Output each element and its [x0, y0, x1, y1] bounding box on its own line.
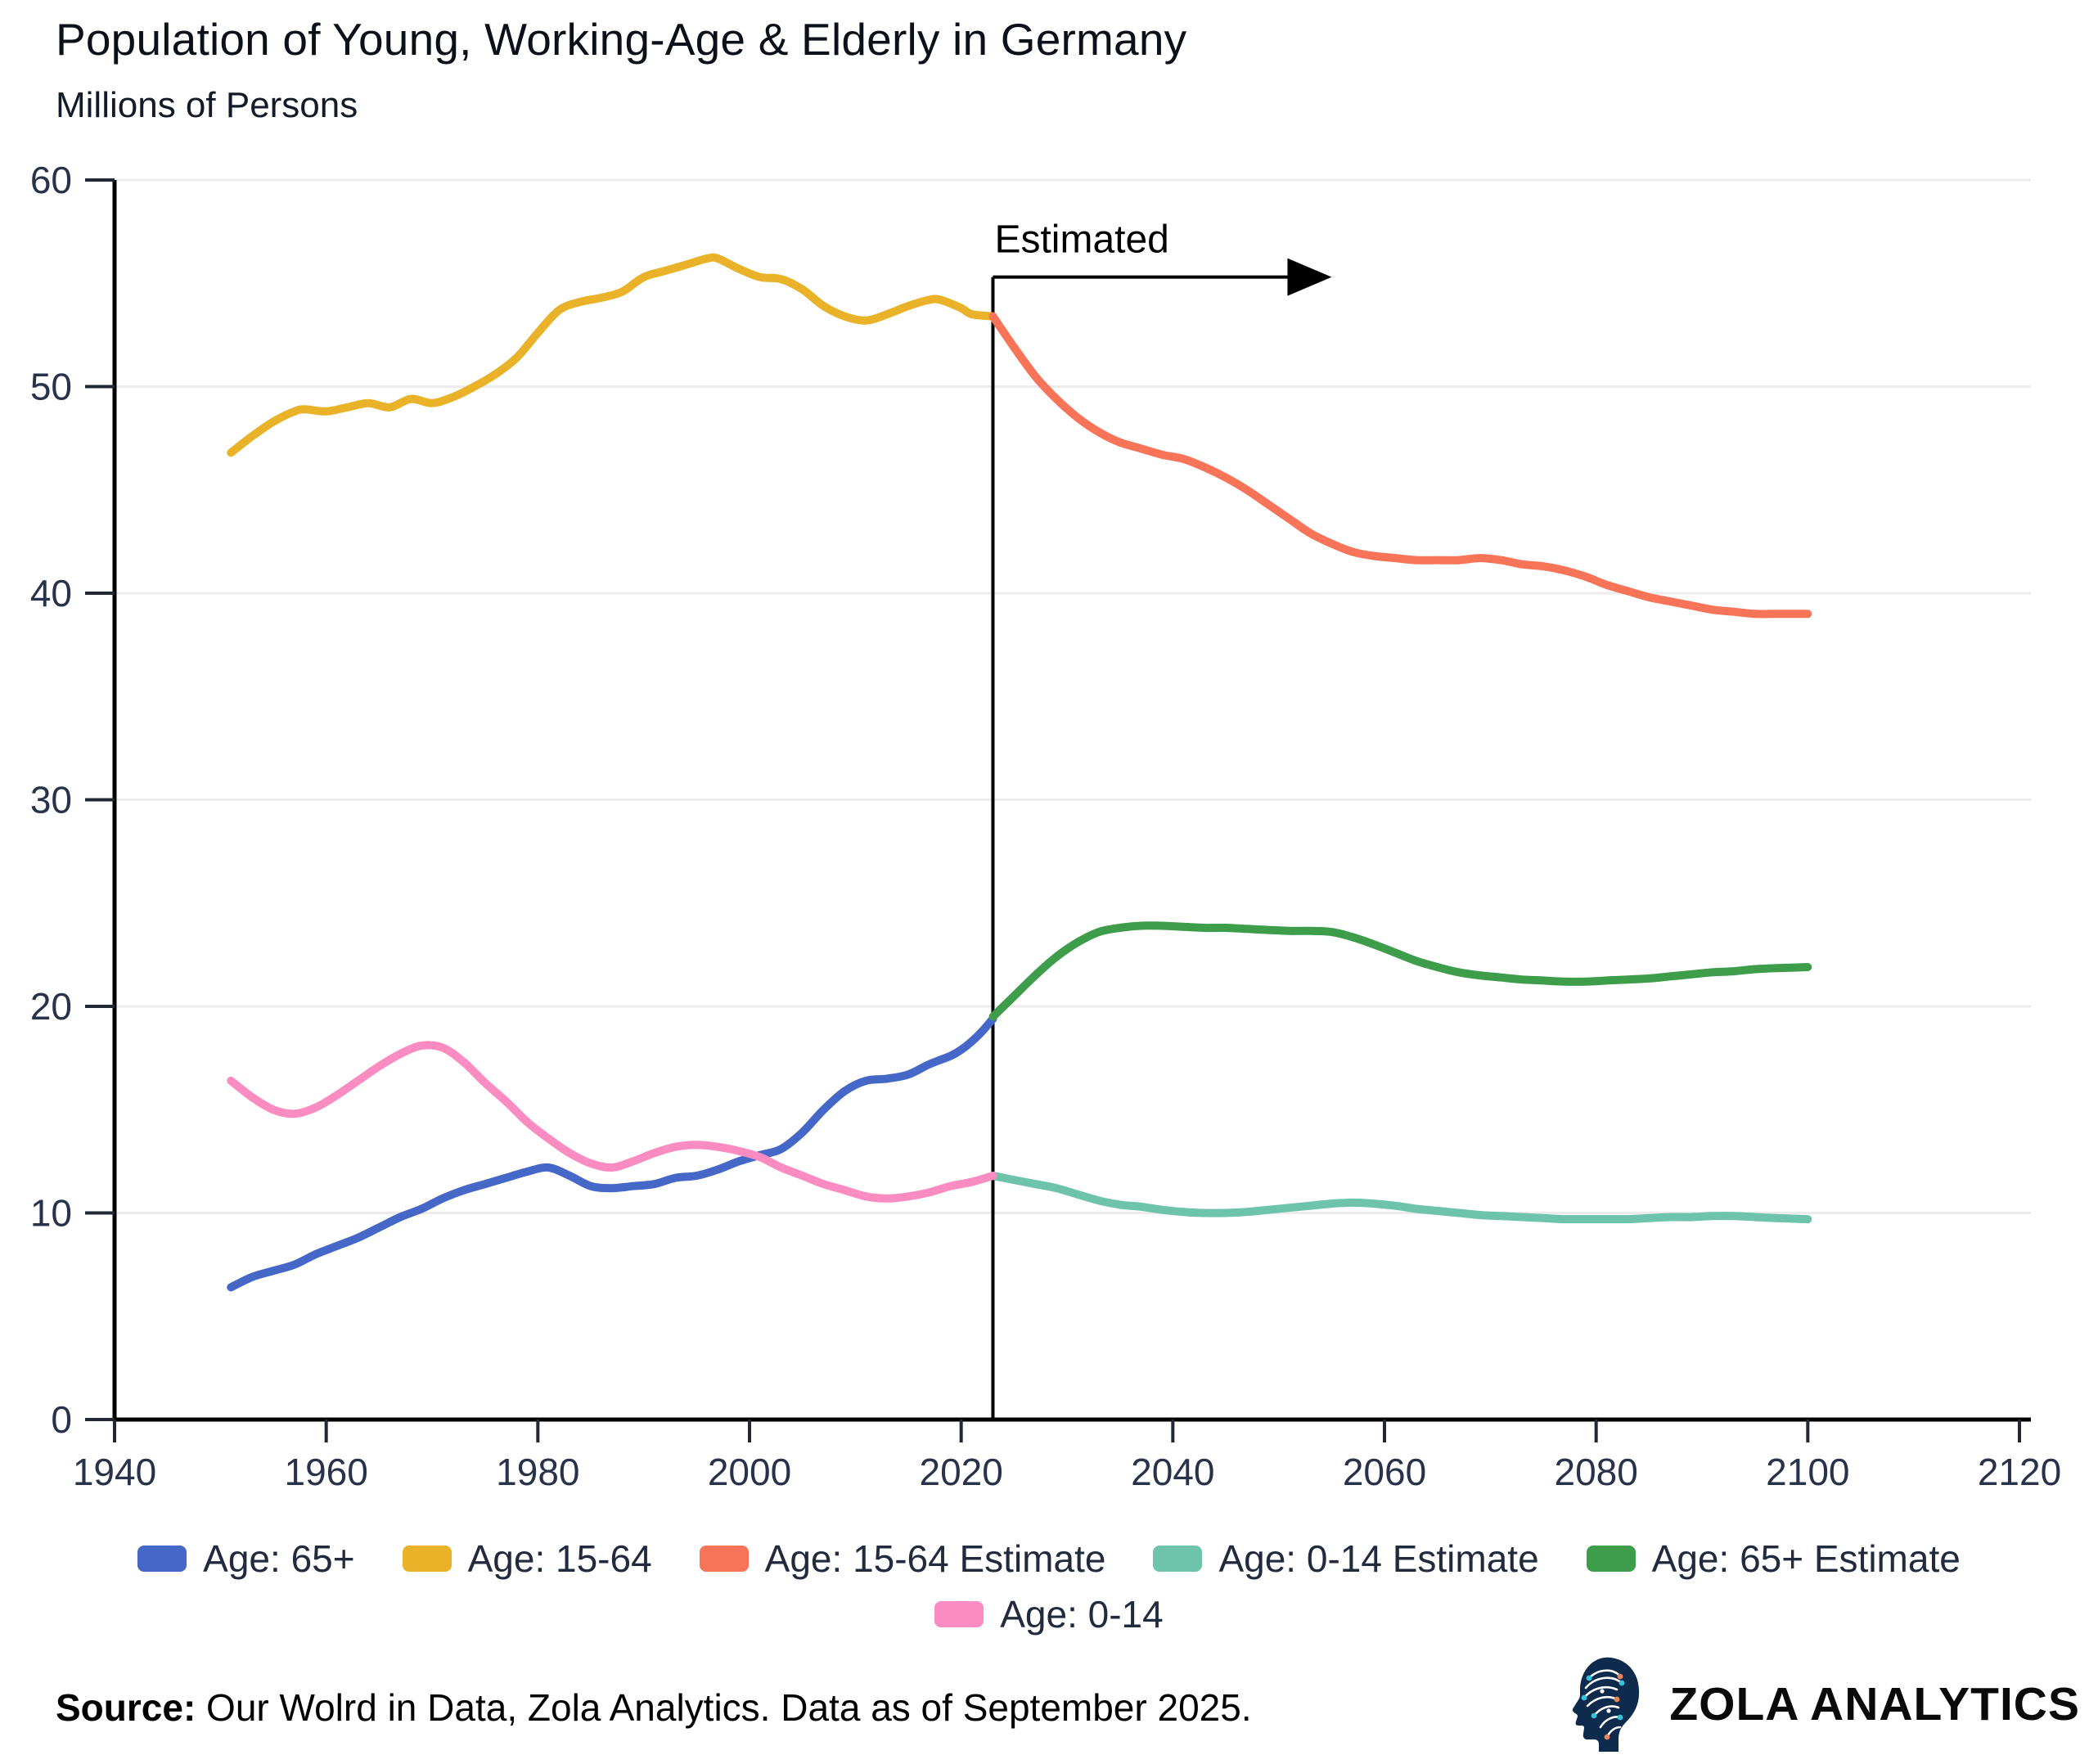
legend-row-1: Age: 65+ Age: 15-64 Age: 15-64 Estimate Age… [0, 1533, 2098, 1584]
legend-item-age-65: Age: 65+ [137, 1537, 355, 1581]
legend-swatch-age-15-64 [402, 1546, 452, 1572]
series-line-age-0-14 [227, 1041, 997, 1203]
legend-row-2: Age: 0-14 [0, 1589, 2098, 1640]
legend-label: Age: 0-14 [1000, 1593, 1164, 1636]
y-tick-label-0: 0 [51, 1398, 72, 1441]
estimate-arrow-head [1287, 258, 1332, 296]
x-tick-label-2020: 2020 [919, 1451, 1002, 1493]
source-label: Source: [56, 1686, 196, 1729]
legend-label: Age: 15-64 Estimate [764, 1537, 1106, 1580]
y-tick-label-10: 10 [30, 1192, 72, 1235]
y-tick-label-40: 40 [30, 572, 72, 614]
legend-item-age-0-14-estimate: Age: 0-14 Estimate [1153, 1537, 1539, 1581]
brand-logo: ZOLA ANALYTICS [1566, 1654, 2080, 1754]
page-title: Population of Young, Working-Age & Elder… [56, 14, 1187, 65]
legend-item-age-15-64-estimate: Age: 15-64 Estimate [699, 1537, 1106, 1581]
x-tick-label-2100: 2100 [1766, 1451, 1849, 1493]
x-tick-label-2120: 2120 [1978, 1451, 2061, 1493]
series-line-age-65 [227, 1015, 997, 1292]
legend-item-age-15-64: Age: 15-64 [402, 1537, 652, 1581]
x-tick-label-1940: 1940 [73, 1451, 156, 1493]
y-tick-label-60: 60 [30, 159, 72, 201]
estimated-annotation-label: Estimated [994, 218, 1168, 262]
brand-name: ZOLA ANALYTICS [1669, 1678, 2080, 1730]
source-text: Our Wolrd in Data, Zola Analytics. Data … [196, 1686, 1252, 1729]
legend-label: Age: 0-14 Estimate [1218, 1537, 1539, 1580]
x-tick-label-2000: 2000 [708, 1451, 791, 1493]
y-tick-label-50: 50 [30, 366, 72, 408]
legend-item-age-65-estimate: Age: 65+ Estimate [1586, 1537, 1961, 1581]
x-tick-label-1960: 1960 [284, 1451, 367, 1493]
legend-swatch-age-0-14-estimate [1153, 1546, 1203, 1572]
legend-swatch-age-65 [137, 1546, 187, 1572]
x-tick-label-2040: 2040 [1131, 1451, 1214, 1493]
source-note: Source: Our Wolrd in Data, Zola Analytic… [56, 1685, 1252, 1730]
legend-label: Age: 65+ Estimate [1651, 1537, 1961, 1580]
series-line-age-0-14-estimate [988, 1172, 1812, 1224]
x-tick-label-2060: 2060 [1343, 1451, 1426, 1493]
line-chart-plot: 0 10 20 30 40 50 60 1940 1960 1980 2000 2020 2040 206… [30, 159, 2061, 1493]
brain-head-icon [1573, 1657, 1640, 1752]
legend-swatch-age-0-14 [934, 1601, 984, 1627]
y-tick-label-20: 20 [30, 985, 72, 1028]
y-tick-label-30: 30 [30, 779, 72, 821]
legend-swatch-age-65-estimate [1586, 1546, 1636, 1572]
series-line-age-15-64 [227, 253, 997, 457]
x-tick-label-2080: 2080 [1554, 1451, 1637, 1493]
series-line-age-15-64-estimate [988, 312, 1812, 619]
legend-swatch-age-15-64-estimate [699, 1546, 749, 1572]
series-line-age-65-estimate [988, 921, 1812, 1021]
chart-subtitle: Millions of Persons [56, 85, 358, 125]
legend-label: Age: 15-64 [467, 1537, 652, 1580]
legend-item-age-0-14: Age: 0-14 [934, 1592, 1164, 1636]
legend-label: Age: 65+ [203, 1537, 355, 1580]
legend: Age: 65+ Age: 15-64 Age: 15-64 Estimate Age… [0, 1533, 2098, 1645]
x-tick-label-1980: 1980 [496, 1451, 579, 1493]
